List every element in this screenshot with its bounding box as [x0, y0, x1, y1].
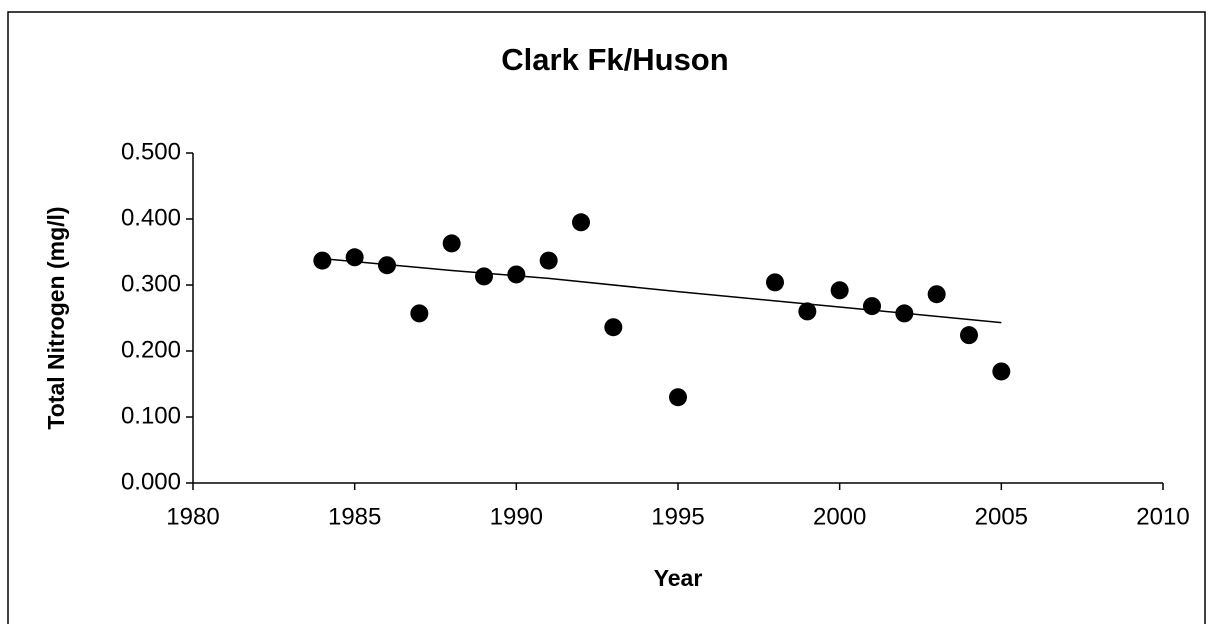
data-point: [539, 251, 558, 270]
data-point: [572, 213, 590, 232]
x-tick-label: 1995: [651, 503, 704, 530]
data-point: [863, 297, 881, 316]
x-axis-label: Year: [654, 565, 703, 591]
data-point: [766, 273, 784, 292]
data-point: [410, 304, 429, 323]
y-tick-label: 0.200: [121, 336, 181, 363]
y-tick-label: 0.000: [121, 468, 181, 495]
data-point: [992, 362, 1011, 381]
data-point: [960, 326, 978, 345]
x-tick-label: 2010: [1136, 503, 1189, 530]
data-point: [604, 318, 623, 337]
y-tick-label: 0.400: [121, 204, 181, 231]
chart-border: [7, 11, 1206, 624]
data-point: [507, 265, 526, 284]
x-tick-label: 2000: [813, 503, 866, 530]
data-point: [345, 248, 364, 267]
data-point: [313, 251, 332, 270]
data-point: [830, 281, 849, 300]
chart-title: Clark Fk/Huson: [501, 42, 728, 77]
y-tick-label: 0.500: [121, 138, 181, 165]
trend-line: [322, 257, 1002, 324]
y-tick-label: 0.100: [121, 402, 181, 429]
y-axis-label: Total Nitrogen (mg/l): [43, 206, 69, 429]
x-tick-label: 1980: [166, 503, 219, 530]
data-point: [798, 302, 817, 321]
x-tick-label: 2005: [975, 503, 1028, 530]
data-point: [442, 234, 461, 253]
x-tick-label: 1985: [328, 503, 381, 530]
data-point: [927, 285, 946, 304]
y-tick-label: 0.300: [121, 270, 181, 297]
x-tick-label: 1990: [490, 503, 543, 530]
data-point: [475, 267, 493, 286]
data-point: [669, 388, 687, 407]
